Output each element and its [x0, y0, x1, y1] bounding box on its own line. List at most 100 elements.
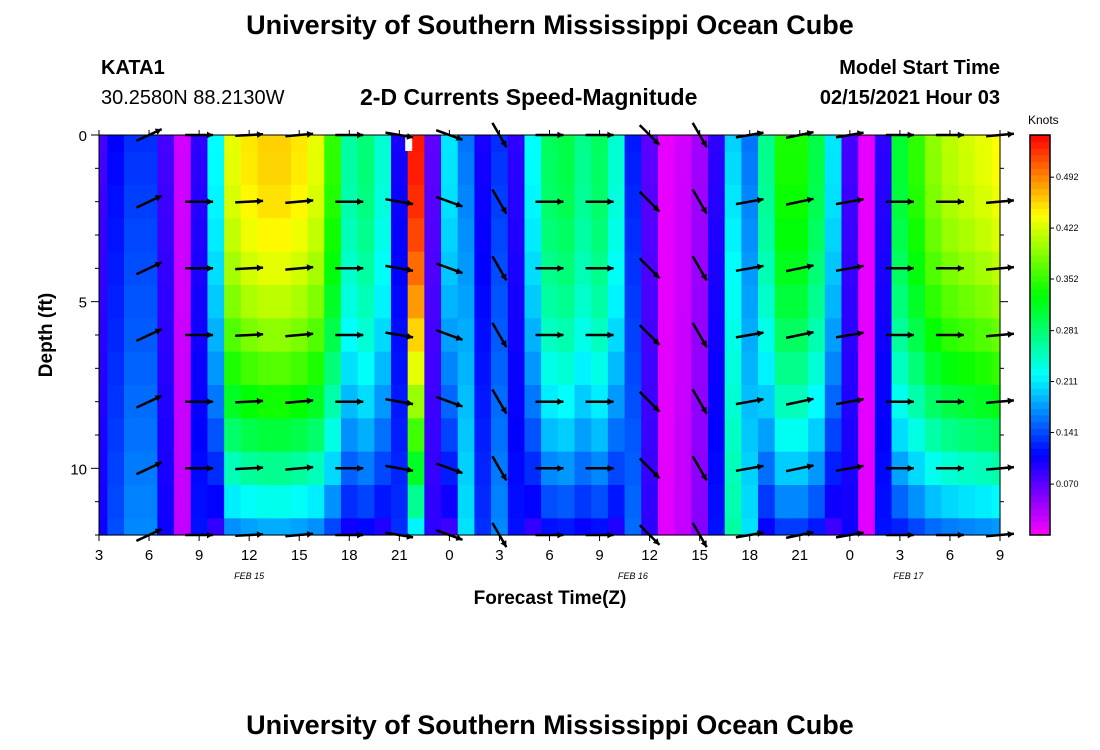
heatmap-cell [240, 351, 259, 386]
heatmap-cell [407, 318, 425, 353]
heatmap-cell [491, 135, 509, 153]
heatmap-cell [974, 451, 993, 486]
heatmap-cell [340, 135, 359, 153]
heatmap-cell [808, 318, 826, 353]
heatmap-cell [908, 351, 926, 386]
heatmap-cell [924, 418, 943, 453]
heatmap-cell [858, 318, 876, 353]
heatmap-cell [958, 451, 976, 486]
heatmap-cell [457, 451, 476, 486]
arrow-head [357, 465, 364, 472]
heatmap-cell [507, 135, 526, 153]
arrow-head [306, 131, 314, 138]
heatmap-cell [991, 135, 1001, 153]
heatmap-cell [774, 218, 793, 253]
heatmap-cell [858, 151, 876, 186]
heatmap-cell [657, 185, 676, 219]
heatmap-cell [758, 418, 776, 453]
arrow-head [306, 464, 314, 471]
arrow-head [256, 331, 264, 338]
heatmap-cell [824, 351, 843, 386]
x-tick-label: 0 [846, 547, 854, 564]
heatmap-cell [624, 318, 642, 353]
arrow-head [406, 266, 414, 273]
heatmap-cell [457, 518, 476, 536]
heatmap-cell [374, 351, 392, 386]
current-arrow [185, 198, 214, 205]
heatmap-cell [758, 385, 776, 419]
arrow-head [154, 328, 162, 335]
heatmap-cell [841, 135, 859, 153]
arrow-head [357, 331, 364, 339]
arrow-head [1007, 331, 1014, 338]
heatmap-cell [524, 418, 542, 453]
heatmap-cell [574, 218, 592, 253]
heatmap-cell [958, 385, 976, 419]
heatmap-cell [207, 285, 225, 319]
current-arrow [435, 329, 463, 341]
heatmap-cell [99, 351, 108, 386]
current-arrow [385, 397, 414, 407]
heatmap-cell [174, 151, 192, 186]
heatmap-cell [724, 135, 742, 153]
arrow-head [154, 128, 162, 135]
arrow-head [406, 333, 414, 340]
heatmap-cell [274, 151, 292, 186]
colorbar-tick-label: 0.352 [1056, 274, 1079, 284]
heatmap-cell [140, 418, 158, 453]
heatmap-cell [274, 518, 292, 536]
heatmap-cell [357, 318, 375, 353]
heatmap-cell [958, 485, 976, 519]
heatmap-cell [858, 185, 876, 219]
heatmap-cell [874, 251, 893, 286]
arrow-head [406, 466, 414, 473]
heatmap-cell [99, 518, 108, 536]
heatmap-cell [891, 285, 909, 319]
colorbar-segment [1030, 248, 1050, 256]
heatmap-cell [257, 451, 275, 486]
heatmap-cell [791, 151, 809, 186]
heatmap-cell [474, 518, 492, 536]
colorbar-segment [1030, 141, 1050, 149]
heatmap-cell [641, 151, 659, 186]
x-tick-label: 21 [791, 547, 808, 564]
heatmap-cell [858, 351, 876, 386]
heatmap-cell [541, 285, 559, 319]
heatmap-cell [257, 285, 275, 319]
heatmap-cell [140, 151, 158, 186]
heatmap-cell [624, 285, 642, 319]
colorbar-segment [1030, 308, 1050, 316]
heatmap-cell [607, 451, 626, 486]
heatmap-cell [190, 351, 209, 386]
current-arrow [885, 265, 914, 272]
heatmap-cell [541, 418, 559, 453]
heatmap-cell [841, 518, 859, 536]
arrow-head [700, 340, 707, 348]
heatmap-cell [507, 218, 526, 253]
y-axis-label: Depth (ft) [36, 293, 57, 377]
heatmap-cell [674, 318, 692, 353]
heatmap-cell [307, 385, 325, 419]
heatmap-cell [357, 518, 375, 536]
arrow-head [700, 140, 707, 148]
heatmap-cell [874, 451, 893, 486]
heatmap-cell [624, 351, 642, 386]
heatmap-cell [724, 518, 742, 536]
heatmap-cell [758, 518, 776, 536]
heatmap-cell [290, 485, 309, 519]
arrow-head [756, 330, 764, 337]
heatmap-cell [641, 351, 659, 386]
heatmap-cell [774, 285, 793, 319]
colorbar-segment [1030, 295, 1050, 303]
heatmap-cell [257, 218, 275, 253]
heatmap-cell [808, 251, 826, 286]
heatmap-cell [557, 451, 576, 486]
heatmap-cell [224, 418, 242, 453]
heatmap-cell [858, 251, 876, 286]
x-tick-label: 18 [741, 547, 758, 564]
colorbar-tick-label: 0.281 [1056, 326, 1079, 336]
heatmap-cell [524, 135, 542, 153]
date-label: FEB 17 [893, 571, 924, 581]
heatmap-cell [124, 451, 142, 486]
heatmap-cell [307, 285, 325, 319]
